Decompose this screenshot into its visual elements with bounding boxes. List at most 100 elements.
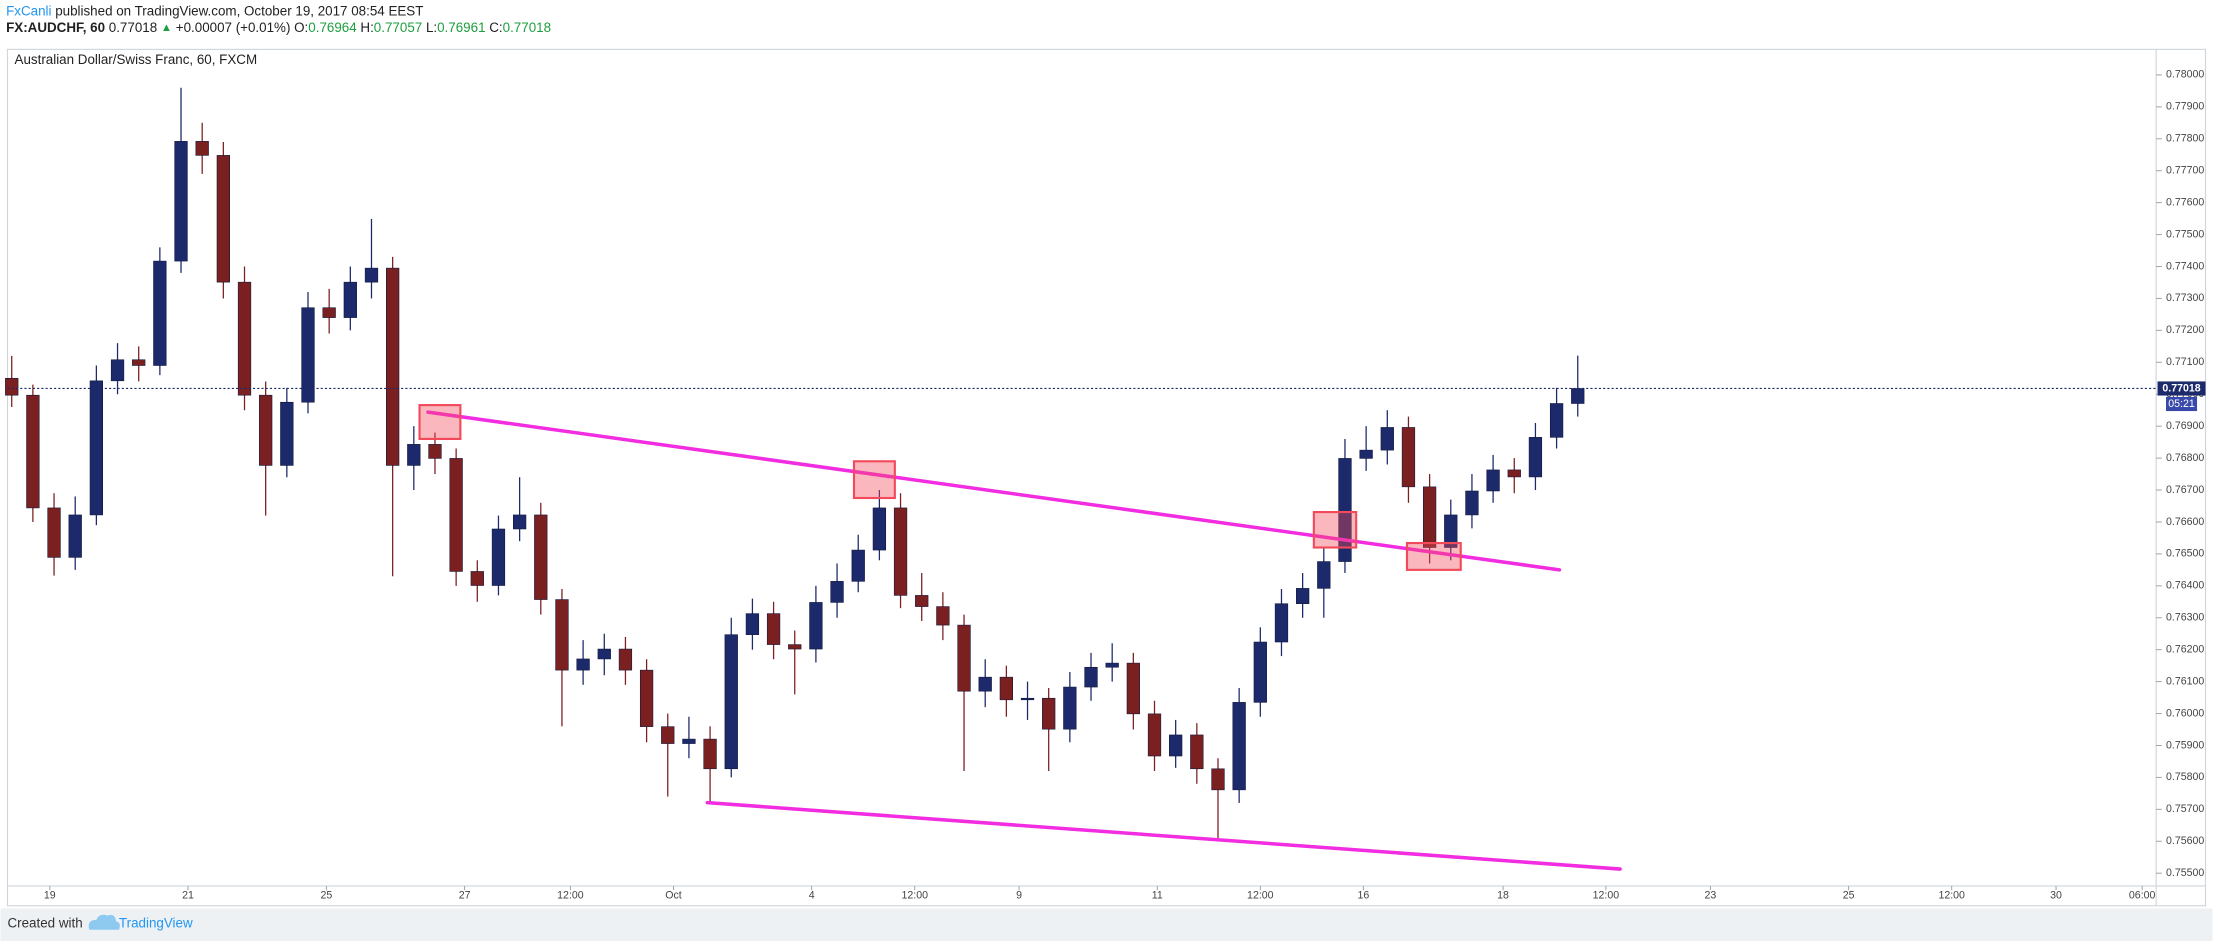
footer-background <box>0 908 2213 941</box>
candle-body <box>999 676 1013 701</box>
candle-body <box>1169 734 1183 757</box>
candle-body <box>1359 449 1373 459</box>
y-tick-label: 0.75900 <box>2166 739 2204 751</box>
y-tick-label: 0.77900 <box>2166 101 2204 113</box>
y-tick-label: 0.75700 <box>2166 803 2204 815</box>
y-tick-label: 0.76000 <box>2166 707 2204 719</box>
candle-body <box>1338 458 1352 562</box>
candle-body <box>597 648 611 660</box>
candle-body <box>1549 403 1564 438</box>
candle-body <box>1296 588 1310 604</box>
candle-body <box>851 549 865 582</box>
candle-body <box>1274 603 1289 643</box>
candle-body <box>872 507 887 551</box>
candle-body <box>745 613 760 635</box>
y-tick-label: 0.77600 <box>2166 196 2204 208</box>
countdown-badge <box>2166 396 2198 412</box>
y-tick-label: 0.76200 <box>2166 643 2204 655</box>
trend-line <box>426 410 1562 572</box>
candle-body <box>364 267 379 283</box>
highlight-box <box>1405 541 1462 571</box>
candle-body <box>1126 662 1140 715</box>
x-tick-label: 12:00 <box>901 890 928 902</box>
candle-body <box>470 571 484 586</box>
y-tick-label: 0.76300 <box>2166 612 2204 624</box>
candle-body <box>809 602 823 650</box>
x-tick-label: 11 <box>1152 890 1163 902</box>
candle-body <box>957 624 971 692</box>
candle-body <box>26 394 40 509</box>
tradingview-logo[interactable] <box>88 914 120 930</box>
highlight-box <box>852 460 896 500</box>
candle-body <box>174 141 188 262</box>
candle-body <box>1465 490 1479 516</box>
x-tick-label: 12:00 <box>1247 890 1274 902</box>
candle-body <box>1317 561 1331 589</box>
candle-body <box>1444 514 1458 548</box>
x-tick-label: 27 <box>459 890 471 902</box>
high-label: H: <box>357 20 374 35</box>
candle-body <box>1084 666 1098 688</box>
candle-body <box>89 380 104 516</box>
candle-body <box>1042 697 1056 730</box>
candle-body <box>788 644 802 650</box>
candle-body <box>259 394 273 466</box>
change: +0.00007 (+0.01%) <box>172 20 294 35</box>
candle-body <box>386 267 400 466</box>
candle-body <box>1253 641 1267 703</box>
x-tick-label: 12:00 <box>557 890 584 902</box>
close-label: C: <box>486 20 503 35</box>
low-label: L: <box>422 20 437 35</box>
candle-body <box>893 507 908 596</box>
countdown-label: 05:21 <box>2168 398 2195 410</box>
candle-body <box>195 141 209 156</box>
y-tick-label: 0.76700 <box>2166 484 2204 496</box>
candle-body <box>978 676 992 692</box>
x-tick-label: 21 <box>182 890 194 902</box>
candle-body <box>1507 469 1521 478</box>
candle-body <box>301 307 315 403</box>
y-tick-label: 0.76800 <box>2166 452 2204 464</box>
y-tick-label: 0.76500 <box>2166 548 2204 560</box>
last-price-label: 0.77018 <box>2162 382 2200 394</box>
quote-line: FX:AUDCHF, 60 0.77018 ▲ +0.00007 (+0.01%… <box>6 20 551 35</box>
y-tick-label: 0.75600 <box>2166 835 2204 847</box>
candle-body <box>449 458 463 572</box>
last-price: 0.77018 <box>105 20 161 35</box>
y-tick-label: 0.77800 <box>2166 133 2204 145</box>
x-tick-label: 19 <box>44 890 56 902</box>
candle-body <box>1211 768 1225 791</box>
candle-body <box>280 401 294 466</box>
chart-frame <box>6 48 2207 907</box>
x-tick-label: 18 <box>1497 890 1509 902</box>
low-value: 0.76961 <box>437 20 485 35</box>
candle-body <box>1380 427 1394 451</box>
close-value: 0.77018 <box>503 20 551 35</box>
candle-body <box>576 658 590 671</box>
candle-body <box>1020 697 1035 701</box>
candle-body <box>682 738 696 744</box>
candle-body <box>1486 469 1500 492</box>
candle-body <box>47 507 61 558</box>
chart-title: Australian Dollar/Swiss Franc, 60, FXCM <box>15 52 258 67</box>
candle-body <box>534 514 548 600</box>
candle-body <box>322 307 336 318</box>
y-tick-label: 0.77100 <box>2166 356 2204 368</box>
x-tick-label: 25 <box>1843 890 1855 902</box>
symbol: FX:AUDCHF, 60 <box>6 20 105 35</box>
y-tick-label: 0.76100 <box>2166 675 2204 687</box>
open-label: O: <box>294 20 308 35</box>
author-link[interactable]: FxCanli <box>6 3 51 18</box>
candle-body <box>5 377 19 396</box>
x-tick-label: 12:00 <box>1938 890 1965 902</box>
y-tick-label: 0.76900 <box>2166 420 2204 432</box>
candle-body <box>110 359 125 382</box>
x-tick-label: 25 <box>321 890 333 902</box>
created-with: Created with <box>7 916 82 931</box>
candle-body <box>936 606 950 626</box>
tradingview-link[interactable]: TradingView <box>119 916 193 931</box>
y-tick-label: 0.77300 <box>2166 292 2204 304</box>
candle-body <box>1147 713 1162 757</box>
